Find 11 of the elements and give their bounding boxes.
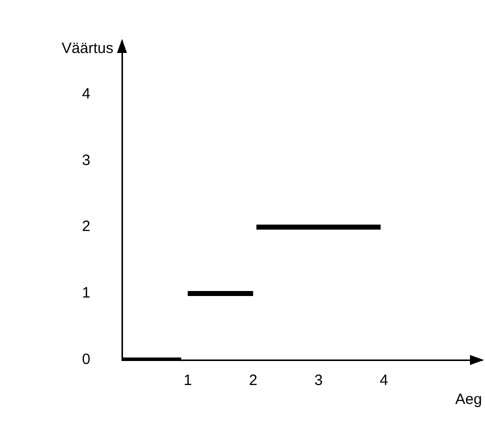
- y-tick-label: 1: [82, 284, 90, 302]
- y-tick-label: 0: [82, 351, 90, 368]
- x-axis-title: Aeg: [455, 391, 482, 408]
- y-tick-label: 2: [82, 218, 90, 236]
- x-tick-label: 2: [248, 372, 258, 390]
- x-tick-label: 1: [184, 372, 192, 390]
- y-tick-label: 4: [82, 85, 90, 102]
- y-axis-title: Väärtus: [62, 40, 114, 58]
- x-tick-label: 3: [314, 372, 323, 390]
- y-tick-label: 3: [82, 152, 90, 169]
- x-tick-label: 4: [380, 372, 388, 390]
